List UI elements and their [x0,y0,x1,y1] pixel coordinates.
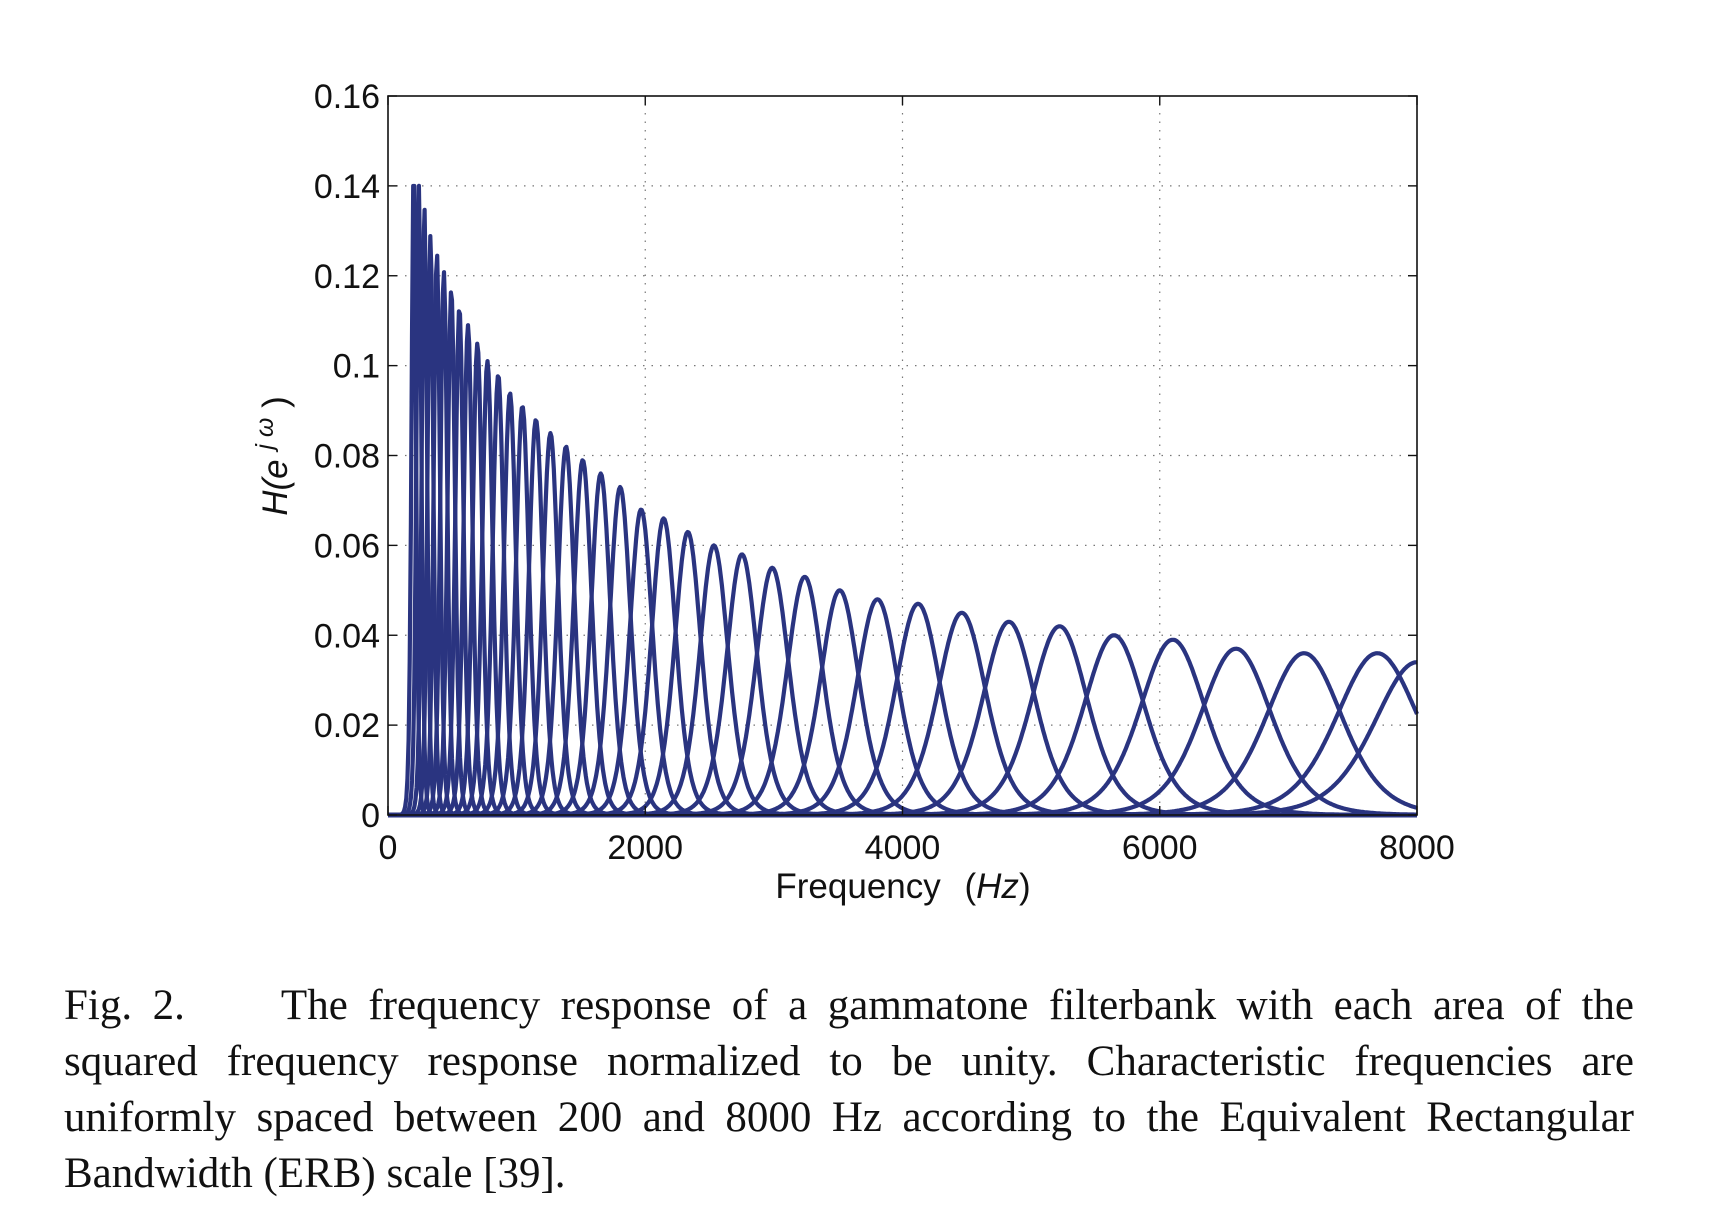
y-tick-label: 0.02 [314,707,380,745]
y-axis-label-sup: j ω [251,418,279,453]
y-tick-label: 0 [361,797,380,835]
x-tick-label: 2000 [607,829,683,867]
caption-label: Fig. 2. [64,982,185,1029]
x-tick-label: 4000 [865,829,941,867]
y-tick-label: 0.04 [314,617,380,655]
filter-curves [387,183,1419,818]
y-tick-label: 0.16 [314,78,380,116]
y-axis-label: H(e j ω ) [242,396,295,516]
x-tick-label: 0 [379,829,398,867]
y-tick-label: 0.06 [314,527,380,565]
y-tick-label: 0.08 [314,438,380,476]
y-axis-label-close: ) [256,396,295,408]
x-axis-label-main: Frequency [775,867,941,906]
y-tick-label: 0.1 [333,348,380,386]
y-tick-label: 0.14 [314,168,380,206]
x-axis-label: Frequency (Hz) [775,867,1030,906]
figure-caption: Fig. 2. The frequency response of a gamma… [64,978,1634,1202]
x-tick-label: 6000 [1122,829,1198,867]
ticks: 0 2000 4000 6000 8000 0 0.02 0.04 0.06 0.08 0.1 0.1… [314,78,1455,867]
x-tick-label: 8000 [1379,829,1455,867]
gammatone-chart: 0 2000 4000 6000 8000 0 0.02 0.04 0.06 0.08 0.1 0.1… [242,78,1455,906]
caption-text: The frequency response of a gammatone fi… [64,982,1634,1197]
y-tick-label: 0.12 [314,258,380,296]
x-axis-label-unit: Hz [976,867,1019,906]
y-axis-label-base: H(e [256,459,295,515]
